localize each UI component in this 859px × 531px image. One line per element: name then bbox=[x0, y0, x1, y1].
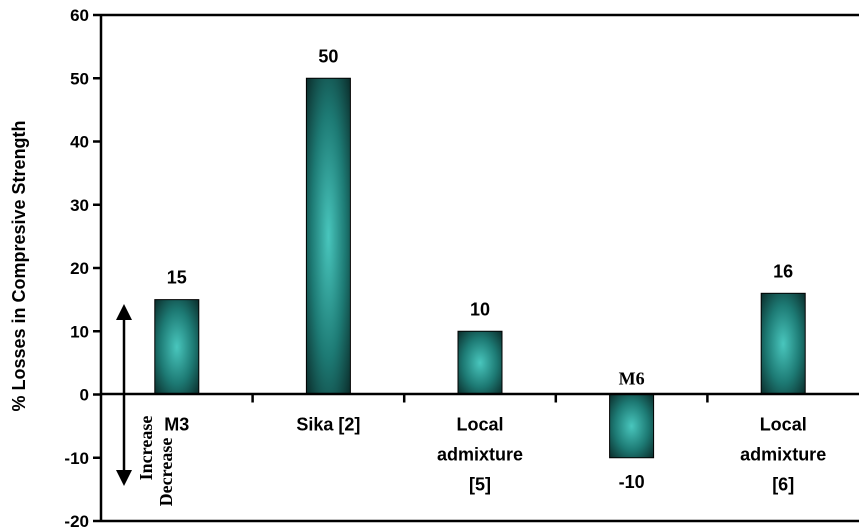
arrow-head-up bbox=[116, 304, 132, 320]
y-tick-label: 30 bbox=[70, 196, 89, 215]
y-tick-label: -20 bbox=[64, 512, 89, 531]
bar bbox=[457, 330, 503, 395]
y-axis-ticks: -20 -10 0 10 20 30 40 50 60 bbox=[64, 6, 101, 531]
category-label: Local admixture [5] bbox=[437, 415, 523, 495]
bars bbox=[154, 77, 806, 459]
data-label: 16 bbox=[773, 261, 793, 281]
data-label: -10 bbox=[619, 472, 645, 492]
category-label: Sika [2] bbox=[296, 415, 360, 435]
category-label: M3 bbox=[164, 415, 189, 435]
y-tick-label: 0 bbox=[80, 386, 89, 405]
data-label: 50 bbox=[318, 46, 338, 66]
data-label: 10 bbox=[470, 299, 490, 319]
y-tick-label: 60 bbox=[70, 6, 89, 25]
category-labels: M3 Sika [2] Local admixture [5] M6 Local admixt… bbox=[164, 369, 826, 495]
y-tick-label: 10 bbox=[70, 322, 89, 341]
category-label: M6 bbox=[619, 369, 645, 389]
y-tick-label: 20 bbox=[70, 259, 89, 278]
bar bbox=[305, 77, 351, 395]
y-tick-label: -10 bbox=[64, 449, 89, 468]
category-label: Local admixture [6] bbox=[740, 415, 826, 495]
y-tick-label: 40 bbox=[70, 133, 89, 152]
decrease-label: Decrease bbox=[156, 438, 176, 507]
x-axis-ticks bbox=[251, 394, 709, 403]
bar bbox=[760, 292, 806, 395]
y-tick-label: 50 bbox=[70, 69, 89, 88]
data-labels: 15 50 10 -10 16 bbox=[167, 46, 793, 492]
bar bbox=[154, 299, 200, 395]
bar bbox=[609, 394, 655, 459]
arrow-head-down bbox=[116, 470, 132, 486]
y-axis-label: % Losses in Compresive Strength bbox=[9, 120, 29, 411]
increase-label: Increase bbox=[136, 416, 156, 481]
data-label: 15 bbox=[167, 268, 187, 288]
